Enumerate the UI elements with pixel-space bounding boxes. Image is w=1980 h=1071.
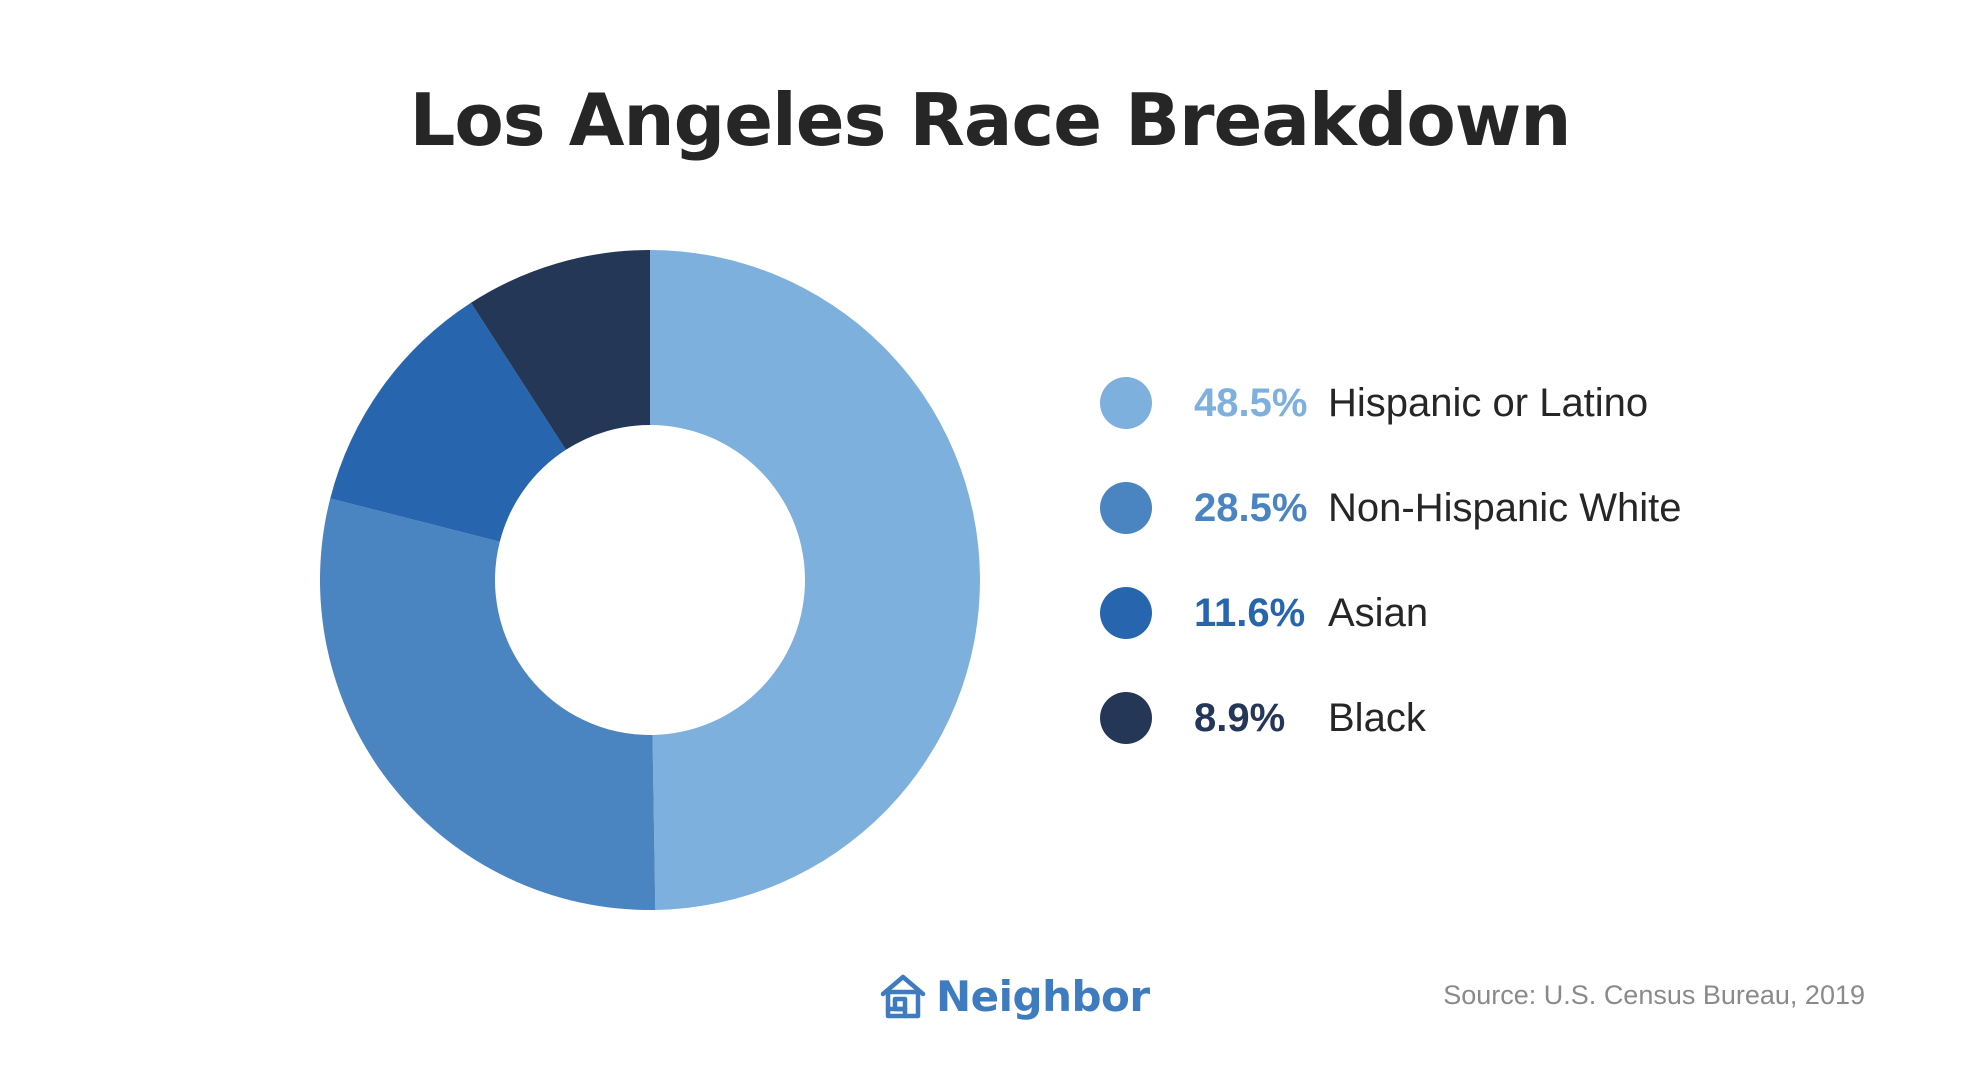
legend: 48.5% Hispanic or Latino 28.5% Non-Hispa… bbox=[1100, 375, 1860, 795]
donut-slice-black bbox=[470, 250, 650, 450]
legend-item-non-hispanic-white: 28.5% Non-Hispanic White bbox=[1100, 480, 1860, 585]
page-title: Los Angeles Race Breakdown bbox=[409, 78, 1571, 162]
donut-slice-hispanic-or-latino bbox=[650, 250, 980, 910]
legend-item-asian: 11.6% Asian bbox=[1100, 585, 1860, 690]
legend-percent: 28.5% bbox=[1194, 486, 1308, 530]
brand-logo: Neighbor bbox=[880, 970, 1150, 1022]
legend-swatch bbox=[1100, 587, 1152, 639]
legend-label: Asian bbox=[1328, 591, 1429, 635]
legend-swatch bbox=[1100, 692, 1152, 744]
legend-swatch bbox=[1100, 482, 1152, 534]
legend-item-black: 8.9% Black bbox=[1100, 690, 1860, 795]
house-icon bbox=[880, 974, 926, 1019]
brand-name: Neighbor bbox=[936, 971, 1150, 1021]
legend-percent: 48.5% bbox=[1194, 381, 1308, 425]
legend-percent: 11.6% bbox=[1194, 591, 1306, 635]
donut-slice-non-hispanic-white bbox=[320, 498, 656, 910]
legend-item-hispanic-or-latino: 48.5% Hispanic or Latino bbox=[1100, 375, 1860, 480]
legend-percent: 8.9% bbox=[1194, 696, 1286, 740]
donut-slice-asian bbox=[330, 302, 566, 542]
legend-label: Black bbox=[1328, 696, 1426, 740]
legend-swatch bbox=[1100, 377, 1152, 429]
legend-label: Non-Hispanic White bbox=[1328, 486, 1682, 530]
source-note: Source: U.S. Census Bureau, 2019 bbox=[1443, 980, 1865, 1010]
donut-chart bbox=[320, 250, 980, 910]
legend-label: Hispanic or Latino bbox=[1328, 381, 1649, 425]
